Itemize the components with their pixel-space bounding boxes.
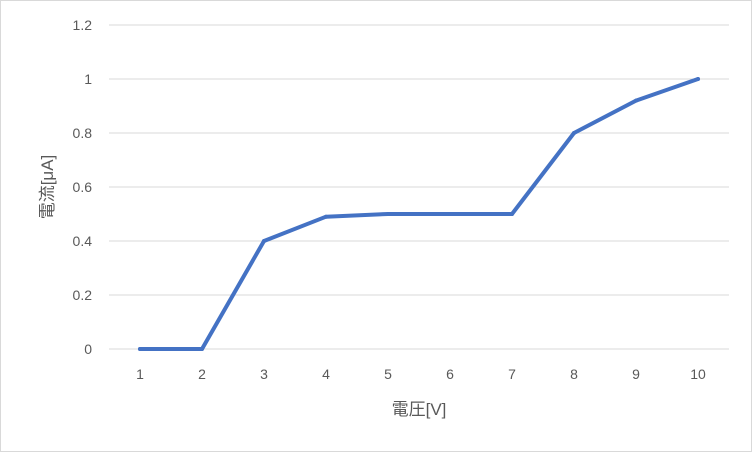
x-tick-label: 1	[136, 366, 144, 382]
x-axis-title: 電圧[V]	[392, 400, 447, 419]
data-point	[572, 131, 576, 135]
y-tick-label: 0.8	[73, 125, 93, 141]
x-axis-ticks: 1 2 3 4 5 6 7 8 9 10	[136, 366, 706, 382]
y-axis-title: 電流[μA]	[38, 155, 57, 220]
data-point	[510, 212, 514, 216]
y-tick-label: 1	[84, 71, 92, 87]
x-tick-label: 5	[384, 366, 392, 382]
data-point	[386, 212, 390, 216]
x-tick-label: 10	[690, 366, 706, 382]
x-tick-label: 9	[632, 366, 640, 382]
x-tick-label: 6	[446, 366, 454, 382]
series-group	[138, 77, 700, 351]
y-tick-label: 0.6	[73, 179, 93, 195]
x-tick-label: 2	[198, 366, 206, 382]
y-tick-label: 1.2	[73, 17, 93, 33]
x-tick-label: 4	[322, 366, 330, 382]
data-point	[138, 347, 142, 351]
data-point	[200, 347, 204, 351]
y-tick-label: 0.2	[73, 287, 93, 303]
gridlines	[109, 24, 729, 350]
series-line-0	[138, 77, 700, 351]
data-point	[696, 77, 700, 81]
data-point	[634, 98, 638, 103]
y-axis-ticks: 0 0.2 0.4 0.6 0.8 1 1.2	[73, 17, 93, 357]
x-tick-label: 8	[570, 366, 578, 382]
x-tick-label: 3	[260, 366, 268, 382]
data-point	[324, 214, 328, 219]
data-point	[262, 239, 266, 243]
data-point	[448, 212, 452, 216]
x-tick-label: 7	[508, 366, 516, 382]
y-tick-label: 0	[84, 341, 92, 357]
y-tick-label: 0.4	[73, 233, 93, 249]
